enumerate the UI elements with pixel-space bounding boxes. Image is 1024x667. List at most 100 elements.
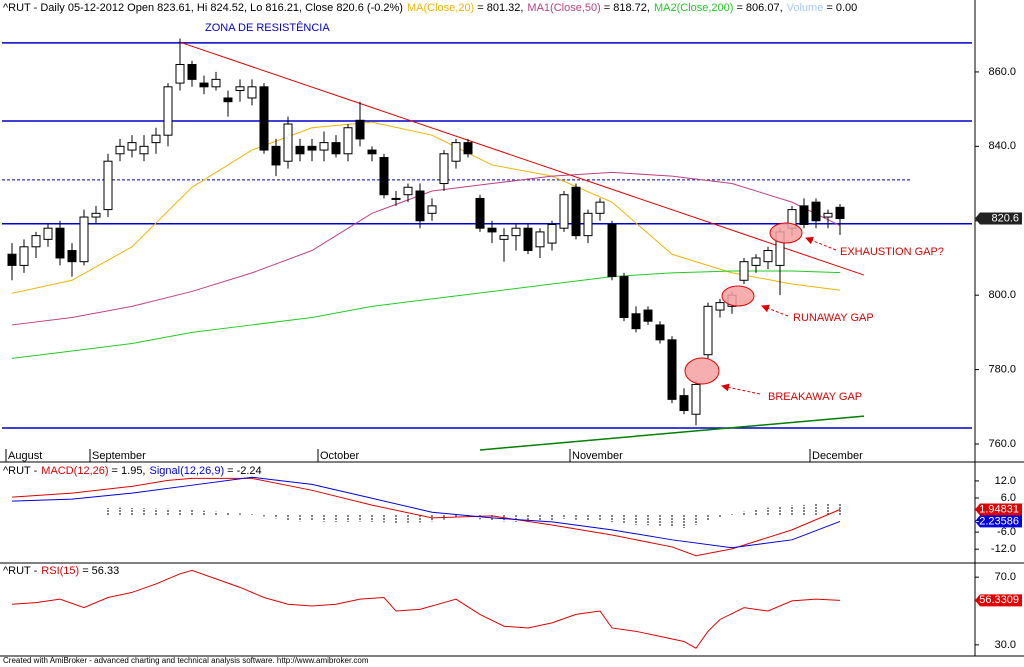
y-tick-label: 780.0 [988, 363, 1016, 375]
candle-body [511, 227, 521, 237]
header-part: MA2(Close,200) [654, 2, 733, 14]
candle-body [679, 395, 689, 412]
candle-body [115, 145, 125, 155]
header-part: = 0.00 [826, 2, 857, 14]
x-tick-label: September [92, 450, 146, 462]
x-tick-label: November [572, 450, 623, 462]
y-tick-label: 860.0 [988, 66, 1016, 78]
arrow [805, 236, 837, 251]
candle-body [583, 212, 593, 237]
header-part: MA1(Close,50) [527, 2, 600, 14]
candle-body [607, 223, 617, 278]
candle-body [499, 235, 509, 240]
candle-body [103, 160, 113, 211]
value-box [975, 594, 1022, 607]
candle-body [451, 142, 461, 162]
annotation: ZONA DE RESISTÊNCIA [205, 21, 330, 34]
gap-ellipse [684, 357, 720, 385]
value-box-label: -2.23586 [976, 515, 1019, 527]
candle-body [343, 127, 353, 155]
candle-body [391, 197, 401, 200]
candle-body [547, 223, 557, 244]
series-line [11, 171, 841, 326]
candle-body [715, 302, 725, 311]
header-part: = 806.07, [736, 2, 782, 14]
value-box-label: 1.94831 [979, 503, 1019, 515]
series-line [11, 569, 841, 649]
candle-body [415, 190, 425, 222]
candle-body [823, 212, 833, 218]
pane-header: ^RUT - Daily 05-12-2012 Open 823.61, Hi … [3, 2, 857, 14]
candle-body [559, 194, 569, 229]
header-part: = 801.32, [477, 2, 523, 14]
candle-body [799, 205, 809, 225]
header-part: MACD(12,26) [41, 465, 108, 477]
annotation: BREAKAWAY GAP [768, 391, 862, 403]
candle-body [367, 149, 377, 155]
series-line [11, 121, 841, 294]
gap-markers: ZONA DE RESISTÊNCIA EXHAUSTION GAP? RUNAWA… [205, 21, 944, 403]
header-part: = 818.72, [604, 2, 650, 14]
candle-body [295, 145, 305, 155]
candle-body [139, 145, 149, 155]
x-tick-label: October [320, 450, 359, 462]
pane-header: ^RUT - RSI(15) = 56.33 [3, 565, 119, 577]
trendline [479, 415, 865, 451]
candle-body [259, 86, 269, 151]
pane-header: ^RUT - MACD(12,26) = 1.95, Signal(12,26,9) =… [3, 465, 262, 477]
y-tick-label: 70.0 [995, 571, 1016, 583]
candle-body [643, 309, 653, 322]
candle-body [19, 246, 29, 266]
value-box [975, 503, 1022, 516]
candle-body [7, 253, 17, 266]
gap-ellipse [721, 285, 755, 307]
gap-ellipse [769, 222, 803, 244]
y-tick-label: 840.0 [988, 140, 1016, 152]
annotation: EXHAUSTION GAP? [840, 246, 944, 258]
candle-body [283, 123, 293, 162]
candle-body [487, 227, 497, 233]
candle-body [691, 383, 701, 415]
y-tick-label: 6.0 [1001, 492, 1016, 504]
header-part: ^RUT - [3, 565, 38, 577]
series-line [11, 476, 841, 549]
candle-body [67, 250, 77, 263]
header-part: RSI(15) [41, 565, 79, 577]
candle-body [319, 142, 329, 151]
candle-body [331, 142, 341, 155]
candle-body [403, 186, 413, 196]
candle-body [247, 86, 257, 99]
candle-body [655, 324, 665, 341]
x-tick-label: August [8, 450, 42, 462]
candle-body [307, 145, 317, 151]
header-part: ^RUT - [3, 465, 38, 477]
candle-body [763, 250, 773, 263]
value-box-label: 56.3309 [979, 594, 1019, 606]
trendline [179, 41, 865, 276]
footer: Created with AmiBroker - advanced charti… [3, 656, 369, 665]
candle-body [667, 339, 677, 400]
candle-body [475, 197, 485, 229]
header-part: = 1.95, [112, 465, 146, 477]
candle-body [43, 227, 53, 240]
candle-body [163, 86, 173, 136]
candle-body [151, 134, 161, 144]
candle-body [79, 216, 89, 263]
y-tick-label: 30.0 [995, 639, 1016, 651]
candle-body [571, 186, 581, 237]
header-part: ^RUT - Daily 05-12-2012 Open 823.61, Hi … [3, 2, 403, 14]
candle-body [127, 142, 137, 151]
annotation: RUNAWAY GAP [793, 312, 874, 324]
candle-body [703, 305, 713, 356]
candle-body [55, 227, 65, 259]
value-box [975, 515, 1022, 528]
header-part: = -2.24 [227, 465, 262, 477]
candle-body [811, 201, 821, 222]
candle-body [427, 205, 437, 214]
value-box-label: 820.6 [991, 212, 1019, 224]
value-box [975, 212, 1022, 225]
candle-body [523, 227, 533, 252]
candle-body [271, 145, 281, 166]
